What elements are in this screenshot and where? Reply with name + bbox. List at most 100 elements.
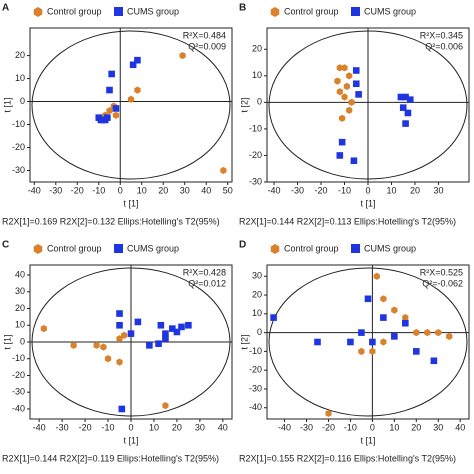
y-tick-label: -40 bbox=[12, 403, 25, 413]
plot-frame bbox=[29, 27, 233, 183]
x-tick-label: -20 bbox=[322, 422, 335, 432]
point bbox=[129, 61, 137, 69]
x-tick-label: 0 bbox=[365, 185, 370, 195]
y-tick-label: -20 bbox=[12, 142, 25, 152]
point bbox=[341, 64, 348, 72]
point bbox=[336, 152, 344, 159]
x-tick-label: -40 bbox=[33, 422, 46, 432]
point bbox=[380, 314, 387, 321]
x-tick-label: 10 bbox=[149, 422, 159, 432]
point bbox=[121, 331, 128, 339]
point bbox=[118, 405, 126, 413]
point bbox=[134, 56, 141, 64]
y-tick-label: 20 bbox=[15, 303, 25, 313]
point bbox=[404, 109, 412, 117]
legend-marker bbox=[270, 244, 280, 254]
footer: R2X[1]=0.155 R2X[2]=0.116 Ellips:Hotelli… bbox=[239, 453, 456, 463]
footer: R2X[1]=0.144 R2X[2]=0.119 Ellips:Hotelli… bbox=[2, 453, 219, 463]
panel: A Control group CUMS group-40 -30 -20 -10 0 10 2… bbox=[2, 3, 233, 227]
legend-marker bbox=[351, 244, 360, 253]
x-axis-label: t [1] bbox=[123, 198, 138, 208]
y-tick-label: 30 bbox=[15, 286, 25, 296]
point bbox=[343, 82, 350, 90]
point bbox=[446, 332, 453, 340]
point bbox=[350, 157, 358, 165]
y-tick-label: -10 bbox=[249, 346, 262, 356]
x-tick-label: -30 bbox=[291, 185, 304, 195]
point bbox=[185, 321, 192, 329]
footer: R2X[1]=0.169 R2X[2]=0.132 Ellips:Hotelli… bbox=[2, 216, 220, 226]
x-tick-label: 30 bbox=[433, 422, 443, 432]
footer: R2X[1]=0.144 R2X[2]=0.113 Ellips:Hotelli… bbox=[239, 216, 456, 226]
panel: C Control group CUMS group -40 -30 -20 -10 0 10 2… bbox=[2, 240, 233, 463]
point bbox=[116, 321, 123, 329]
y-tick-label: 20 bbox=[252, 44, 262, 54]
x-tick-label: -10 bbox=[338, 185, 351, 195]
point bbox=[106, 86, 113, 94]
point bbox=[157, 321, 165, 329]
point bbox=[346, 72, 353, 80]
x-tick-label: -20 bbox=[79, 422, 92, 432]
x-tick-label: 0 bbox=[128, 422, 133, 432]
y-tick-label: -10 bbox=[12, 353, 25, 363]
y-tick-label: -10 bbox=[249, 123, 262, 133]
point bbox=[162, 402, 169, 410]
y-tick-label: 40 bbox=[15, 269, 25, 279]
panel-label: D bbox=[239, 240, 246, 251]
point bbox=[104, 114, 111, 121]
point bbox=[104, 355, 112, 363]
point bbox=[402, 93, 409, 101]
legend-marker bbox=[33, 244, 43, 254]
panel-label: C bbox=[2, 240, 9, 251]
point bbox=[116, 310, 123, 317]
hotelling-ellipse bbox=[268, 267, 468, 417]
x-tick-label: 40 bbox=[455, 422, 465, 432]
x-tick-label: -30 bbox=[300, 422, 313, 432]
legend-marker bbox=[33, 7, 43, 17]
point bbox=[380, 295, 387, 303]
x-tick-label: 30 bbox=[433, 185, 443, 195]
point bbox=[93, 341, 100, 349]
x-axis-label: t [1] bbox=[360, 198, 375, 208]
hotelling-ellipse bbox=[31, 30, 231, 180]
x-tick-label: -40 bbox=[278, 422, 291, 432]
y-tick-label: -10 bbox=[12, 119, 25, 129]
legend-label: CUMS group bbox=[364, 243, 416, 253]
y-tick-label: 10 bbox=[252, 70, 262, 80]
point bbox=[162, 335, 169, 342]
point bbox=[116, 358, 123, 366]
point bbox=[402, 120, 409, 127]
legend-marker bbox=[270, 7, 280, 17]
y-tick-label: -30 bbox=[12, 165, 25, 175]
stat-label: Q²=-0.062 bbox=[422, 278, 463, 288]
panel: D Control group CUMS group -40 -30 -20 -10 0 10 2… bbox=[239, 240, 470, 463]
stat-label: R²X=0.345 bbox=[420, 30, 463, 40]
point bbox=[314, 338, 321, 346]
y-tick-label: -30 bbox=[249, 383, 262, 393]
point bbox=[391, 333, 398, 340]
y-tick-label: 10 bbox=[15, 320, 25, 330]
x-tick-label: 50 bbox=[223, 185, 233, 195]
point bbox=[325, 409, 332, 417]
plot-frame bbox=[266, 264, 470, 420]
point bbox=[220, 166, 227, 175]
y-axis-label: t [1] bbox=[2, 334, 12, 349]
y-tick-label: 20 bbox=[15, 50, 25, 60]
point bbox=[112, 105, 120, 112]
point bbox=[146, 342, 153, 349]
y-tick-label: 30 bbox=[252, 271, 262, 281]
panel: B Control group CUMS group -40 -30 -20 -10 0 10 2… bbox=[239, 3, 470, 226]
x-tick-label: 0 bbox=[118, 185, 123, 195]
point bbox=[106, 107, 113, 115]
point bbox=[100, 343, 107, 351]
legend-label: Control group bbox=[47, 243, 102, 253]
point bbox=[108, 70, 115, 78]
point bbox=[341, 93, 348, 101]
legend-label: CUMS group bbox=[364, 6, 416, 16]
point bbox=[364, 295, 372, 303]
point bbox=[134, 318, 142, 326]
stat-label: R²X=0.484 bbox=[183, 30, 226, 40]
y-axis-label: t [2] bbox=[239, 97, 249, 112]
point bbox=[178, 323, 185, 331]
point bbox=[347, 338, 354, 346]
